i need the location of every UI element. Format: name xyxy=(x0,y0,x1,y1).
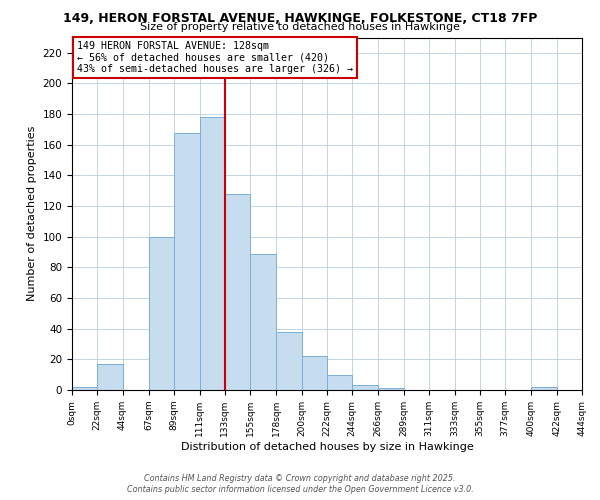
Text: Size of property relative to detached houses in Hawkinge: Size of property relative to detached ho… xyxy=(140,22,460,32)
Bar xyxy=(327,374,352,390)
Bar xyxy=(97,364,122,390)
Bar xyxy=(199,117,225,390)
Bar xyxy=(277,332,302,390)
Text: 149, HERON FORSTAL AVENUE, HAWKINGE, FOLKESTONE, CT18 7FP: 149, HERON FORSTAL AVENUE, HAWKINGE, FOL… xyxy=(63,12,537,26)
Bar xyxy=(532,387,557,390)
Bar xyxy=(377,388,404,390)
Bar xyxy=(225,194,250,390)
Bar xyxy=(174,132,199,390)
Bar xyxy=(352,386,377,390)
Bar xyxy=(250,254,277,390)
Bar xyxy=(149,236,174,390)
Text: Contains HM Land Registry data © Crown copyright and database right 2025.
Contai: Contains HM Land Registry data © Crown c… xyxy=(127,474,473,494)
Text: 149 HERON FORSTAL AVENUE: 128sqm
← 56% of detached houses are smaller (420)
43% : 149 HERON FORSTAL AVENUE: 128sqm ← 56% o… xyxy=(77,41,353,74)
Bar xyxy=(72,387,97,390)
Bar xyxy=(302,356,327,390)
Y-axis label: Number of detached properties: Number of detached properties xyxy=(27,126,37,302)
X-axis label: Distribution of detached houses by size in Hawkinge: Distribution of detached houses by size … xyxy=(181,442,473,452)
